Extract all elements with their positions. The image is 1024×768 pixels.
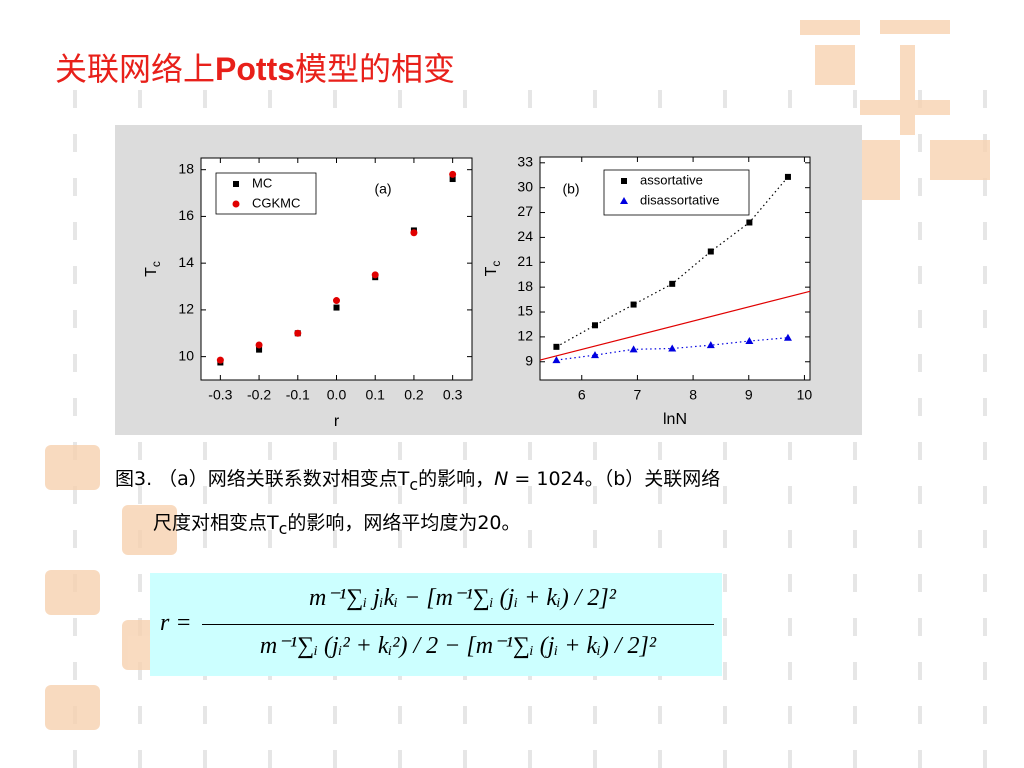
data-point (629, 345, 638, 353)
legend-label: CGKMC (252, 195, 300, 210)
slide-title: 关联网络上Potts模型的相变 (55, 44, 455, 90)
data-point (784, 173, 791, 180)
x-tick-label: 7 (634, 387, 642, 403)
y-axis-label: Tc (143, 261, 163, 277)
caption-text: 尺度对相变点T (153, 511, 279, 534)
caption-var: N (494, 468, 509, 490)
legend-marker (232, 200, 240, 208)
x-axis-label: lnN (663, 411, 687, 428)
y-tick-label: 10 (178, 347, 194, 363)
y-tick-label: 12 (517, 328, 533, 344)
y-tick-label: 21 (517, 253, 533, 269)
y-tick-label: 18 (178, 160, 194, 176)
data-point (333, 304, 340, 311)
caption-text: 的影响，网络平均度为20。 (287, 511, 521, 534)
x-tick-label: 0.2 (404, 387, 424, 403)
caption-text: 的影响， (418, 468, 495, 490)
data-point (669, 280, 676, 287)
x-tick-label: 10 (797, 387, 813, 403)
caption-text: = 1024。（b）关联网络 (508, 468, 721, 490)
title-part: 模型的相变 (295, 50, 456, 88)
legend-box (603, 169, 750, 216)
data-point (216, 356, 224, 364)
y-axis-label-sub: c (149, 261, 163, 267)
legend-label: MC (252, 175, 272, 190)
legend-marker (621, 178, 627, 184)
data-point (333, 297, 340, 305)
data-point (449, 176, 456, 183)
annotation: (a) (374, 181, 391, 197)
data-point (410, 229, 418, 237)
x-tick-label: 0.3 (443, 387, 463, 403)
formula-numerator: m⁻¹∑ᵢ jᵢkᵢ − [m⁻¹∑ᵢ (jᵢ + kᵢ) / 2]² (309, 585, 616, 611)
y-tick-label: 24 (517, 228, 533, 244)
annotation: (b) (562, 181, 579, 197)
data-point (592, 322, 599, 329)
data-point (294, 329, 302, 337)
fraction-bar (202, 624, 714, 625)
legend-marker (233, 181, 239, 187)
data-point (255, 341, 263, 349)
data-point (449, 170, 457, 178)
legend-marker (620, 197, 628, 204)
y-tick-label: 12 (178, 301, 194, 317)
x-tick-label: -0.1 (286, 387, 310, 403)
x-tick-label: -0.2 (247, 387, 271, 403)
y-tick-label: 15 (517, 303, 533, 319)
data-point (553, 343, 560, 350)
y-tick-label: 9 (525, 352, 533, 368)
title-part: Potts (215, 51, 296, 87)
data-point (256, 346, 263, 353)
formula: r = m⁻¹∑ᵢ jᵢkᵢ − [m⁻¹∑ᵢ (jᵢ + kᵢ) / 2]² … (150, 573, 722, 676)
y-tick-label: 14 (178, 254, 194, 270)
y-tick-label: 33 (517, 154, 533, 170)
caption: 图3. （a）网络关联系数对相变点Tc的影响，N = 1024。（b）关联网络 … (115, 460, 915, 548)
x-axis-label: r (334, 413, 340, 430)
x-tick-label: 6 (578, 387, 586, 403)
data-point (668, 344, 677, 352)
formula-denominator: m⁻¹∑ᵢ (jᵢ² + kᵢ²) / 2 − [m⁻¹∑ᵢ (jᵢ + kᵢ)… (259, 633, 657, 659)
x-tick-label: 8 (689, 387, 697, 403)
x-tick-label: 0.0 (327, 387, 347, 403)
data-point (783, 333, 792, 341)
legend-label: disassortative (640, 192, 719, 207)
data-point (630, 301, 637, 308)
data-point (371, 271, 379, 279)
data-point (746, 219, 753, 226)
x-tick-label: 0.1 (365, 387, 385, 403)
y-tick-label: 30 (517, 178, 533, 194)
data-point (552, 356, 561, 364)
formula-lhs: r = (160, 610, 192, 636)
y-axis-label: Tc (483, 261, 503, 277)
data-point (745, 337, 754, 345)
x-tick-label: -0.3 (208, 387, 232, 403)
data-point (591, 351, 600, 359)
x-tick-label: 9 (745, 387, 753, 403)
y-axis-label-sub: c (489, 261, 503, 267)
legend-box (215, 172, 317, 215)
y-tick-label: 16 (178, 207, 194, 223)
y-axis-label-part: T (483, 266, 500, 276)
y-tick-label: 18 (517, 278, 533, 294)
caption-sub: c (278, 518, 288, 538)
title-part: 关联网络上 (55, 50, 216, 88)
legend-label: assortative (640, 172, 703, 187)
caption-sub: c (409, 474, 419, 494)
y-axis-label-part: T (143, 267, 160, 277)
data-point (707, 248, 714, 255)
reference-line (539, 290, 811, 361)
caption-text: 图3. （a）网络关联系数对相变点T (115, 468, 410, 490)
data-point (706, 341, 715, 349)
y-tick-label: 27 (517, 203, 533, 219)
